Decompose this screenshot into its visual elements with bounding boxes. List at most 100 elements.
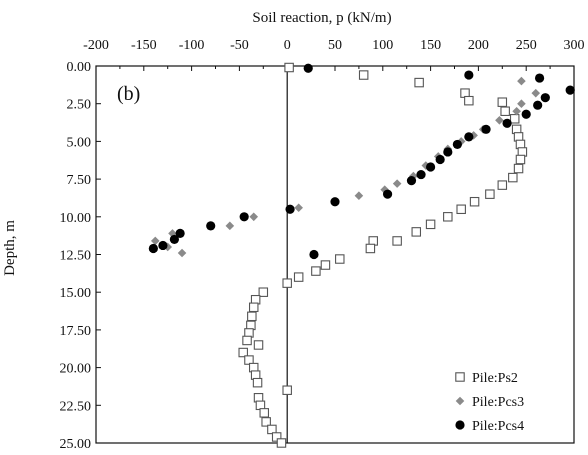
x-tick-label: 100 [372,38,393,53]
pile-pcs3-point [163,242,172,252]
panel-label: (b) [117,83,140,105]
pile-pcs3-point [150,236,160,246]
pile-pcs4-point [534,73,545,83]
pile-pcs4-point [158,240,168,251]
pile-pcs4-point [540,93,550,103]
pile-ps2-point [456,204,466,215]
pile-pcs4-point [502,118,512,128]
y-axis-title: Depth, m [2,220,18,276]
legend-label-pile-ps2: Pile:Ps2 [472,371,518,386]
pile-pcs3-point [517,76,526,86]
pile-pcs4-point [521,109,531,119]
pile-ps2-point [500,106,510,116]
pile-ps2-point [248,302,259,313]
x-tick-label: 150 [420,38,441,53]
pile-pcs4-point [443,147,453,157]
pile-ps2-point [485,189,495,199]
pile-pcs3-point [177,248,187,258]
pile-pcs3-point [512,106,521,116]
pile-pcs4-point [206,221,216,231]
x-tick-label: -50 [230,38,249,53]
y-tick-label: 7.50 [67,173,92,188]
pile-pcs4-point [303,63,313,73]
pile-pcs3-point [225,221,235,231]
y-tick-label: 12.50 [60,249,92,264]
pile-ps2-point [261,417,271,427]
pile-pcs3-point [392,179,402,188]
pile-ps2-point [271,432,282,442]
pile-pcs4-point [464,132,474,142]
pile-ps2-point [284,62,294,73]
pile-ps2-point [242,335,252,346]
pile-pcs3-point [517,99,526,108]
x-tick-label: 50 [328,38,342,53]
pile-pcs3-point [249,212,259,222]
pile-ps2-point [259,408,270,418]
pile-pcs4-point [416,169,426,180]
x-tick-label: 200 [468,38,489,53]
pile-ps2-point [258,287,269,297]
y-tick-label: 0.00 [67,60,92,75]
pile-ps2-point [267,424,277,435]
pile-pcs4-point [406,176,417,186]
pile-ps2-point [238,347,248,358]
pile-ps2-point [508,172,518,183]
pile-ps2-point [365,243,376,254]
pile-pcs3-point [294,203,303,213]
x-tick-label: 300 [564,38,585,53]
plot-frame [95,65,575,444]
pile-pcs4-point [175,228,185,238]
pile-pcs4-point [169,234,179,245]
pile-ps2-point [282,278,292,288]
plot-area: -200 -150 -100 -50 0 50 100 150 200 250 300 0.00 2.5… [60,38,585,452]
pile-pcs4-point [426,162,436,172]
pile-pcs4-point [533,100,543,110]
legend-label-pile-pcs3: Pile:Pcs3 [472,395,524,410]
pile-pcs4-point [239,212,249,222]
y-tick-label: 15.00 [60,286,92,301]
pile-ps2-point [244,355,254,365]
pile-ps2-point [414,77,424,88]
pile-ps2-point [253,340,264,350]
pile-pcs3-point [495,115,504,125]
pile-ps2-point [469,196,480,207]
pile-pcs4-point [481,124,491,134]
legend-label-pile-pcs4: Pile:Pcs4 [472,419,524,434]
legend: Pile:Ps2 Pile:Pcs3 Pile:Pcs4 [455,371,524,434]
x-axis-title: Soil reaction, p (kN/m) [252,10,391,26]
pile-ps2-point [497,97,508,107]
x-tick-label: -150 [131,38,157,53]
legend-marker-pile-ps2 [455,372,465,382]
pile-ps2-point [425,219,436,230]
y-tick-label: 25.00 [60,437,92,450]
pile-pcs4-point [148,243,158,254]
y-tick-label: 17.50 [60,324,92,339]
pile-ps2-point [515,154,526,165]
x-tick-label: -100 [179,38,205,53]
pile-pcs3-point [469,131,478,140]
pile-pcs3-point [531,88,541,98]
pile-ps2-point [464,95,474,106]
pile-pcs3-point [421,161,431,170]
pile-ps2-point [293,272,304,282]
pile-pcs4-point [435,154,445,165]
pile-pcs4-point [464,70,474,80]
y-tick-label: 2.50 [67,98,92,113]
pile-pcs4-point [565,85,575,95]
pile-ps2-point [509,114,520,124]
x-tick-label: 250 [516,38,537,53]
pile-ps2-point [358,70,369,80]
y-tick-label: 20.00 [60,362,92,377]
x-tick-label: 0 [284,38,291,53]
pile-ps2-point [276,438,287,448]
x-tick-label: -200 [83,38,109,53]
pile-pcs3-point [354,191,364,200]
pile-ps2-point [411,227,422,237]
pile-pcs4-point [382,189,393,199]
pile-ps2-point [392,236,402,246]
pile-pcs3-point [456,137,466,146]
pile-ps2-point [252,377,263,388]
legend-marker-pile-pcs3 [455,396,465,406]
